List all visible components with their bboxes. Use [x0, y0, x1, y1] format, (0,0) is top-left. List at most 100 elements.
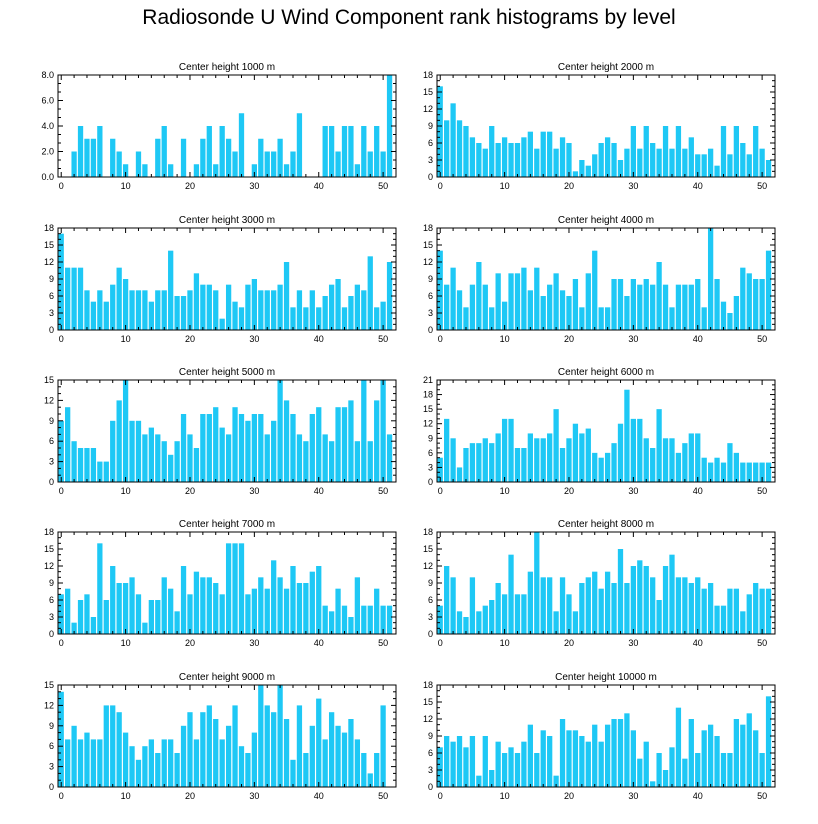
bar [316, 407, 322, 482]
y-tick-label: 18 [44, 527, 54, 537]
bar [148, 427, 154, 482]
bar [309, 290, 315, 330]
x-tick-label: 20 [564, 486, 574, 496]
bar [238, 307, 245, 330]
x-tick-label: 50 [757, 638, 767, 648]
bar [380, 705, 386, 787]
plot-frame [57, 684, 397, 788]
bar [701, 457, 707, 482]
bar [527, 290, 533, 330]
bar [264, 705, 270, 787]
bar [714, 165, 720, 177]
bar [534, 438, 540, 482]
plot-frame [436, 379, 776, 483]
bar [463, 307, 469, 330]
panel-title: Center height 7000 m [179, 519, 275, 530]
bar [547, 736, 553, 787]
bar [534, 532, 540, 634]
x-tick-label: 20 [185, 486, 195, 496]
bar [495, 433, 501, 482]
bar [386, 434, 393, 482]
x-tick-label: 30 [249, 791, 259, 801]
bar [701, 588, 707, 634]
x-tick-label: 10 [500, 181, 510, 191]
bar [740, 611, 746, 634]
bar [617, 719, 624, 787]
bar [624, 713, 630, 787]
bar [617, 549, 624, 634]
bar [264, 588, 270, 634]
bar [714, 736, 720, 787]
bar [264, 151, 270, 177]
bar [463, 747, 469, 787]
y-tick-label: 0 [49, 325, 54, 335]
bar [213, 407, 219, 482]
bar [200, 138, 206, 177]
bar [707, 724, 714, 787]
bar [656, 262, 662, 330]
x-tick-label: 30 [628, 334, 638, 344]
x-tick-label: 20 [185, 638, 195, 648]
bar [720, 605, 727, 634]
bar [303, 441, 309, 482]
bar [733, 296, 740, 330]
x-tick-label: 50 [757, 334, 767, 344]
bar [682, 148, 688, 177]
y-tick-label: 6.0 [41, 96, 54, 106]
bar [213, 583, 219, 634]
bar [232, 543, 238, 634]
bar [720, 462, 727, 482]
bar [585, 577, 591, 634]
x-tick-label: 50 [378, 638, 388, 648]
bar [695, 279, 701, 330]
bar [476, 262, 482, 330]
x-tick-label: 50 [378, 486, 388, 496]
bar [450, 103, 456, 177]
bar [746, 462, 752, 482]
bar [200, 414, 206, 482]
bar [489, 443, 495, 482]
bar [495, 741, 501, 787]
bar [84, 732, 90, 787]
bar [482, 284, 488, 330]
bar [675, 452, 682, 482]
bar [386, 605, 393, 634]
x-tick-label: 10 [500, 638, 510, 648]
bar [662, 566, 669, 634]
bar [450, 741, 456, 787]
bar [527, 433, 533, 482]
bar [656, 753, 662, 787]
x-tick-label: 40 [314, 791, 324, 801]
bar [765, 250, 772, 330]
bar [604, 571, 611, 634]
bar [174, 441, 180, 482]
bar [116, 267, 122, 330]
y-tick-label: 15 [423, 404, 433, 414]
bar [213, 290, 219, 330]
bar [193, 571, 200, 634]
bar [656, 409, 662, 482]
bar [97, 739, 103, 787]
bar [251, 732, 257, 787]
y-tick-label: 12 [44, 257, 54, 267]
bar [316, 698, 322, 787]
bar [740, 724, 746, 787]
y-tick-label: 0 [49, 477, 54, 487]
bar [714, 605, 720, 634]
bar [630, 279, 636, 330]
bar [643, 741, 649, 787]
y-tick-label: 0.0 [41, 172, 54, 182]
x-tick-label: 50 [757, 486, 767, 496]
x-tick-label: 50 [378, 791, 388, 801]
bar [328, 126, 335, 177]
histogram-panel-4: Center height 4000 m 0 10 20 30 40 50 0 3 6 9 12 15 1… [423, 215, 776, 344]
bar [110, 566, 116, 634]
bar [720, 301, 727, 330]
bar [135, 420, 142, 482]
y-tick-label: 3 [49, 457, 54, 467]
x-tick-label: 20 [564, 181, 574, 191]
bar [251, 414, 257, 482]
bar [58, 691, 64, 787]
bar [322, 296, 328, 330]
